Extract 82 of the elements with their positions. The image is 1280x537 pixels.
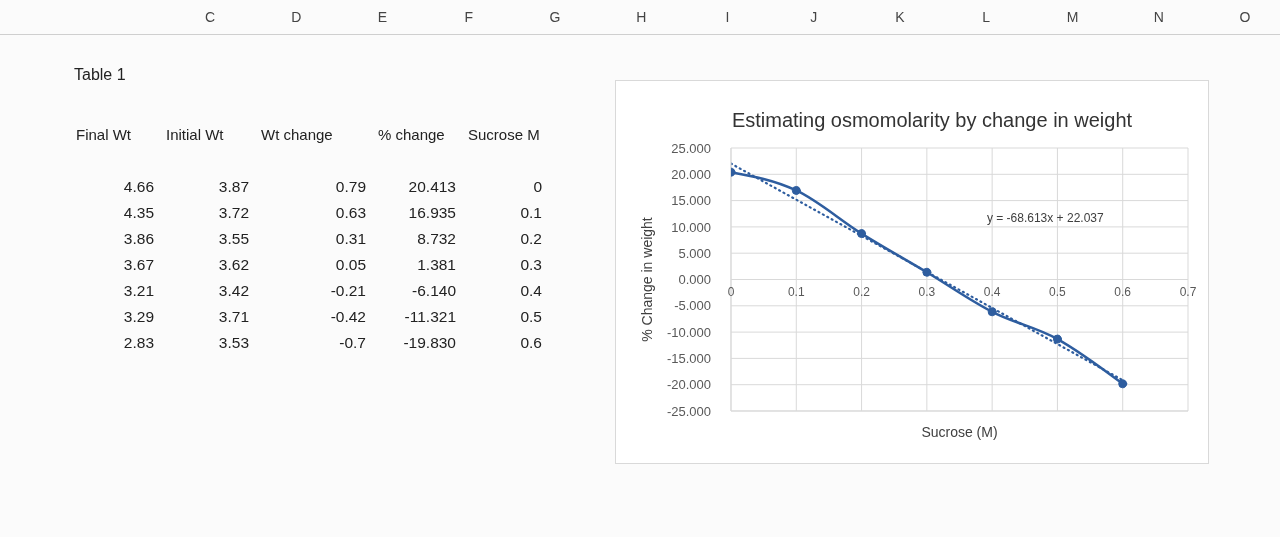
category-label: Sucrose M: [468, 126, 540, 143]
text: 0.79: [335, 178, 366, 195]
text: 0.6: [520, 334, 542, 351]
x-axis-title: Sucrose (M): [921, 424, 998, 440]
text: 3.62: [218, 256, 249, 273]
text: -6.140: [412, 282, 456, 299]
point: [1118, 379, 1128, 389]
x-tick-label: 0.6: [1114, 284, 1132, 299]
point: [922, 267, 932, 277]
text: 8.732: [417, 230, 456, 247]
point: [791, 185, 801, 195]
text: 1.381: [417, 256, 456, 273]
y-tick-label: -5.000: [674, 298, 711, 314]
annotation: y = -68.613x + 22.037: [986, 211, 1104, 226]
text: C: [204, 9, 216, 25]
y-tick-label: -20.000: [666, 377, 711, 393]
text: 0.2: [520, 230, 542, 247]
x-tick-label: 0.2: [853, 284, 871, 299]
text: 3.86: [123, 230, 154, 247]
x-tick-label: 0.7: [1179, 284, 1197, 299]
text: N: [1153, 9, 1164, 25]
text: I: [725, 9, 730, 25]
point: [857, 229, 867, 239]
text: D: [291, 9, 302, 25]
text: 3.53: [218, 334, 249, 351]
x-tick-label: 0: [727, 284, 735, 299]
text: 3.67: [123, 256, 154, 273]
text: 0.05: [335, 256, 366, 273]
text: 0.1: [520, 204, 542, 221]
text: G: [549, 9, 561, 25]
text: -11.321: [404, 308, 456, 325]
text: -0.7: [339, 334, 366, 351]
text: -19.830: [403, 334, 456, 351]
text: 3.71: [218, 308, 249, 325]
x-tick-label: 0.1: [787, 284, 805, 299]
text: K: [895, 9, 905, 25]
text: 0.5: [520, 308, 542, 325]
text: 3.87: [218, 178, 249, 195]
text: F: [464, 9, 474, 25]
category-label: Initial Wt: [166, 126, 224, 143]
text: J: [810, 9, 818, 25]
text: 0.31: [335, 230, 366, 247]
text: 3.55: [218, 230, 249, 247]
text: -0.42: [330, 308, 366, 325]
text: 4.35: [123, 204, 154, 221]
point: [1052, 334, 1062, 344]
y-tick-label: 25.000: [671, 140, 711, 156]
text: 20.413: [408, 178, 456, 195]
category-label: % change: [378, 126, 445, 143]
y-tick-label: -25.000: [666, 403, 711, 419]
y-tick-label: 20.000: [671, 166, 711, 182]
x-tick-label: 0.5: [1049, 284, 1067, 299]
y-axis-title: % Change in weight: [638, 217, 655, 342]
text: 4.66: [123, 178, 154, 195]
text: 3.21: [123, 282, 154, 299]
text: 3.72: [218, 204, 249, 221]
x-tick-label: 0.3: [918, 284, 936, 299]
text: E: [377, 9, 388, 25]
text: M: [1066, 9, 1079, 25]
y-tick-label: 5.000: [678, 245, 711, 261]
point: [987, 307, 997, 317]
text: H: [636, 9, 647, 25]
text: 3.42: [218, 282, 249, 299]
y-tick-label: 15.000: [671, 193, 711, 209]
x-tick-label: 0.4: [983, 284, 1001, 299]
text: L: [982, 9, 991, 25]
category-label: Wt change: [261, 126, 333, 143]
text: 3.29: [123, 308, 154, 325]
text: Table 1: [74, 66, 126, 83]
text: 16.935: [408, 204, 456, 221]
text: 2.83: [123, 334, 154, 351]
text: O: [1239, 9, 1251, 25]
text: 0: [533, 178, 542, 195]
chart-title: Estimating osmomolarity by change in weight: [731, 109, 1133, 131]
category-label: Final Wt: [76, 126, 132, 143]
y-tick-label: -15.000: [666, 351, 711, 367]
y-tick-label: 10.000: [671, 219, 711, 235]
y-tick-label: 0.000: [678, 272, 711, 288]
text: -0.21: [330, 282, 366, 299]
text: 0.63: [335, 204, 366, 221]
text: 0.3: [520, 256, 542, 273]
y-tick-label: -10.000: [666, 324, 711, 340]
